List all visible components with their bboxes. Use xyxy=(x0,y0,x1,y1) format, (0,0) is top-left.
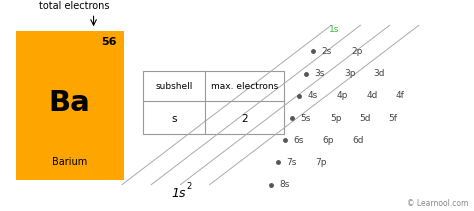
Text: 56: 56 xyxy=(101,37,117,47)
Text: 5p: 5p xyxy=(330,114,341,123)
Text: 5s: 5s xyxy=(301,114,311,123)
Text: 2: 2 xyxy=(186,182,191,191)
Text: 7s: 7s xyxy=(286,158,297,167)
Text: 5d: 5d xyxy=(359,114,371,123)
Text: Barium: Barium xyxy=(52,157,87,167)
Text: 7p: 7p xyxy=(316,158,327,167)
Text: 2s: 2s xyxy=(322,47,332,56)
Text: 2: 2 xyxy=(241,114,248,124)
Text: 8s: 8s xyxy=(279,180,290,189)
Text: 1s: 1s xyxy=(171,187,185,200)
FancyBboxPatch shape xyxy=(143,71,284,134)
Text: 3p: 3p xyxy=(344,69,356,78)
Text: 3s: 3s xyxy=(315,69,325,78)
Text: 4p: 4p xyxy=(337,91,348,100)
FancyBboxPatch shape xyxy=(16,31,124,180)
Text: © Learnool.com: © Learnool.com xyxy=(407,199,468,208)
Text: 6d: 6d xyxy=(352,136,364,145)
Text: Ba: Ba xyxy=(49,89,91,116)
Text: 6p: 6p xyxy=(323,136,334,145)
Text: subshell: subshell xyxy=(155,82,192,91)
Text: 4d: 4d xyxy=(366,91,377,100)
Text: 1s: 1s xyxy=(329,25,339,34)
Text: 5f: 5f xyxy=(388,114,397,123)
Text: 2p: 2p xyxy=(351,47,363,56)
Text: s: s xyxy=(171,114,177,124)
Text: 6s: 6s xyxy=(293,136,304,145)
Text: total electrons: total electrons xyxy=(39,1,109,11)
Text: max. electrons: max. electrons xyxy=(211,82,278,91)
Text: 3d: 3d xyxy=(373,69,385,78)
Text: 4f: 4f xyxy=(395,91,404,100)
Text: 4s: 4s xyxy=(308,91,318,100)
